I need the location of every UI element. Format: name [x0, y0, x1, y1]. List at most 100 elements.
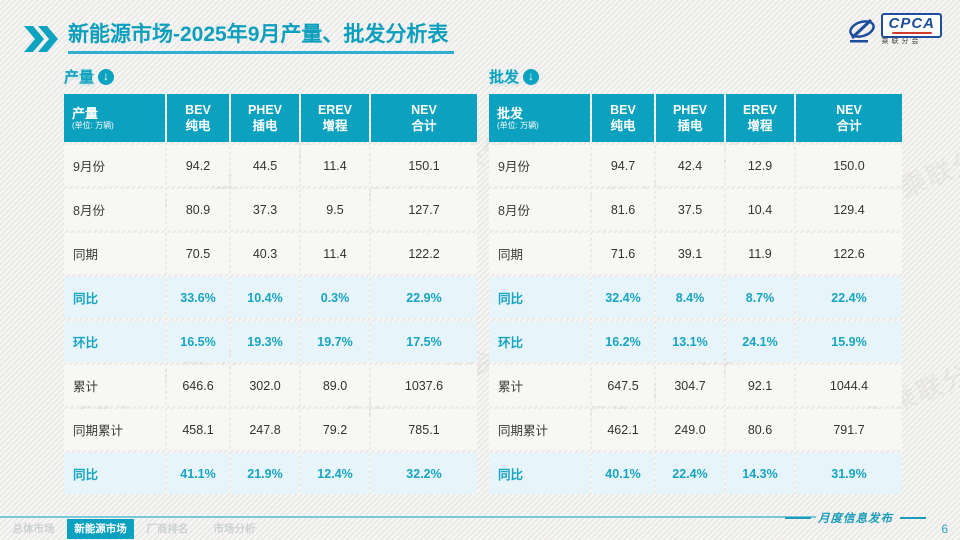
- data-cell: 9.5: [301, 189, 369, 230]
- column-header: EREV 增程: [301, 94, 369, 142]
- row-label: 累计: [489, 365, 590, 406]
- data-cell: 8.7%: [726, 277, 794, 318]
- data-cell: 71.6: [592, 233, 654, 274]
- footer-divider: [0, 516, 816, 518]
- wholesale-section-head: 批发 ↓: [489, 66, 904, 87]
- title-row: 新能源市场-2025年9月产量、批发分析表: [24, 22, 455, 55]
- row-label: 同期累计: [64, 409, 165, 450]
- table-header-row: 批发 (单位: 万辆) BEV 纯电 PHEV 插电 EREV 增程 NEV 合计: [489, 94, 902, 142]
- dash-line: [785, 517, 811, 519]
- table-row: 同期累计 462.1 249.0 80.6 791.7: [489, 409, 902, 450]
- data-cell: 647.5: [592, 365, 654, 406]
- tab-总体市场[interactable]: 总体市场: [12, 523, 55, 535]
- table-row: 累计 646.6 302.0 89.0 1037.6: [64, 365, 477, 406]
- data-cell: 12.9: [726, 145, 794, 186]
- data-cell: 785.1: [371, 409, 477, 450]
- table-row: 同比 41.1% 21.9% 12.4% 32.2%: [64, 453, 477, 494]
- row-label: 9月份: [64, 145, 165, 186]
- table-row: 同期 70.5 40.3 11.4 122.2: [64, 233, 477, 274]
- data-cell: 11.9: [726, 233, 794, 274]
- production-panel: 产量 ↓ 产量 (单位: 万辆) BEV 纯电 PHEV 插电 EREV 增程 NEV 合计 9月…: [62, 66, 479, 497]
- data-cell: 791.7: [796, 409, 902, 450]
- tab-厂商排名[interactable]: 厂商排名: [146, 523, 189, 535]
- data-cell: 94.2: [167, 145, 229, 186]
- table-header-row: 产量 (单位: 万辆) BEV 纯电 PHEV 插电 EREV 增程 NEV 合计: [64, 94, 477, 142]
- down-arrow-circle-icon: ↓: [523, 68, 540, 85]
- cpca-swoosh-icon: [849, 18, 876, 42]
- cpca-brand: CPCA: [888, 15, 935, 32]
- table-row: 同期累计 458.1 247.8 79.2 785.1: [64, 409, 477, 450]
- data-cell: 22.4%: [656, 453, 724, 494]
- publish-label: 月度信息发布: [818, 513, 893, 525]
- data-cell: 24.1%: [726, 321, 794, 362]
- column-header: EREV 增程: [726, 94, 794, 142]
- row-label: 环比: [64, 321, 165, 362]
- table-row: 同比 32.4% 8.4% 8.7% 22.4%: [489, 277, 902, 318]
- data-cell: 14.3%: [726, 453, 794, 494]
- production-section-head: 产量 ↓: [64, 66, 479, 87]
- wholesale-table: 批发 (单位: 万辆) BEV 纯电 PHEV 插电 EREV 增程 NEV 合计 9月份 94.7…: [487, 91, 904, 497]
- data-cell: 32.4%: [592, 277, 654, 318]
- cpca-logo-box: CPCA: [881, 13, 942, 38]
- data-cell: 37.5: [656, 189, 724, 230]
- column-header: BEV 纯电: [167, 94, 229, 142]
- table-row: 环比 16.2% 13.1% 24.1% 15.9%: [489, 321, 902, 362]
- data-cell: 16.2%: [592, 321, 654, 362]
- tab-市场分析[interactable]: 市场分析: [213, 523, 256, 535]
- data-cell: 44.5: [231, 145, 299, 186]
- data-cell: 19.7%: [301, 321, 369, 362]
- row-label: 同比: [64, 453, 165, 494]
- data-cell: 16.5%: [167, 321, 229, 362]
- data-cell: 32.2%: [371, 453, 477, 494]
- data-cell: 80.9: [167, 189, 229, 230]
- column-header: PHEV 插电: [231, 94, 299, 142]
- title-part2: -2025年9月产量、批发分析表: [173, 23, 449, 46]
- data-cell: 92.1: [726, 365, 794, 406]
- row-label: 8月份: [64, 189, 165, 230]
- data-cell: 302.0: [231, 365, 299, 406]
- row-label: 环比: [489, 321, 590, 362]
- data-cell: 1044.4: [796, 365, 902, 406]
- data-cell: 646.6: [167, 365, 229, 406]
- title-part1: 新能源市场: [68, 23, 173, 46]
- data-cell: 70.5: [167, 233, 229, 274]
- data-cell: 247.8: [231, 409, 299, 450]
- data-cell: 33.6%: [167, 277, 229, 318]
- data-cell: 304.7: [656, 365, 724, 406]
- table-row: 9月份 94.2 44.5 11.4 150.1: [64, 145, 477, 186]
- data-cell: 0.3%: [301, 277, 369, 318]
- column-header: NEV 合计: [796, 94, 902, 142]
- table-corner-cell: 产量 (单位: 万辆): [64, 94, 165, 142]
- column-header: NEV 合计: [371, 94, 477, 142]
- row-label: 同比: [489, 277, 590, 318]
- data-cell: 40.1%: [592, 453, 654, 494]
- data-cell: 41.1%: [167, 453, 229, 494]
- data-cell: 13.1%: [656, 321, 724, 362]
- data-cell: 462.1: [592, 409, 654, 450]
- data-cell: 150.1: [371, 145, 477, 186]
- table-row: 同期 71.6 39.1 11.9 122.6: [489, 233, 902, 274]
- cpca-red-accent: [891, 32, 932, 34]
- page-title: 新能源市场-2025年9月产量、批发分析表: [68, 22, 455, 55]
- data-cell: 39.1: [656, 233, 724, 274]
- column-header: PHEV 插电: [656, 94, 724, 142]
- data-cell: 249.0: [656, 409, 724, 450]
- page-number: 6: [941, 522, 948, 536]
- data-cell: 31.9%: [796, 453, 902, 494]
- table-row: 累计 647.5 304.7 92.1 1044.4: [489, 365, 902, 406]
- row-label: 同期: [64, 233, 165, 274]
- table-row: 环比 16.5% 19.3% 19.7% 17.5%: [64, 321, 477, 362]
- data-cell: 10.4: [726, 189, 794, 230]
- data-cell: 42.4: [656, 145, 724, 186]
- wholesale-panel: 批发 ↓ 批发 (单位: 万辆) BEV 纯电 PHEV 插电 EREV 增程 NEV 合计 9月…: [487, 66, 904, 497]
- data-cell: 79.2: [301, 409, 369, 450]
- data-cell: 40.3: [231, 233, 299, 274]
- data-cell: 11.4: [301, 145, 369, 186]
- data-cell: 22.4%: [796, 277, 902, 318]
- data-cell: 122.2: [371, 233, 477, 274]
- tab-新能源市场[interactable]: 新能源市场: [67, 519, 134, 539]
- column-header: BEV 纯电: [592, 94, 654, 142]
- data-cell: 127.7: [371, 189, 477, 230]
- data-cell: 150.0: [796, 145, 902, 186]
